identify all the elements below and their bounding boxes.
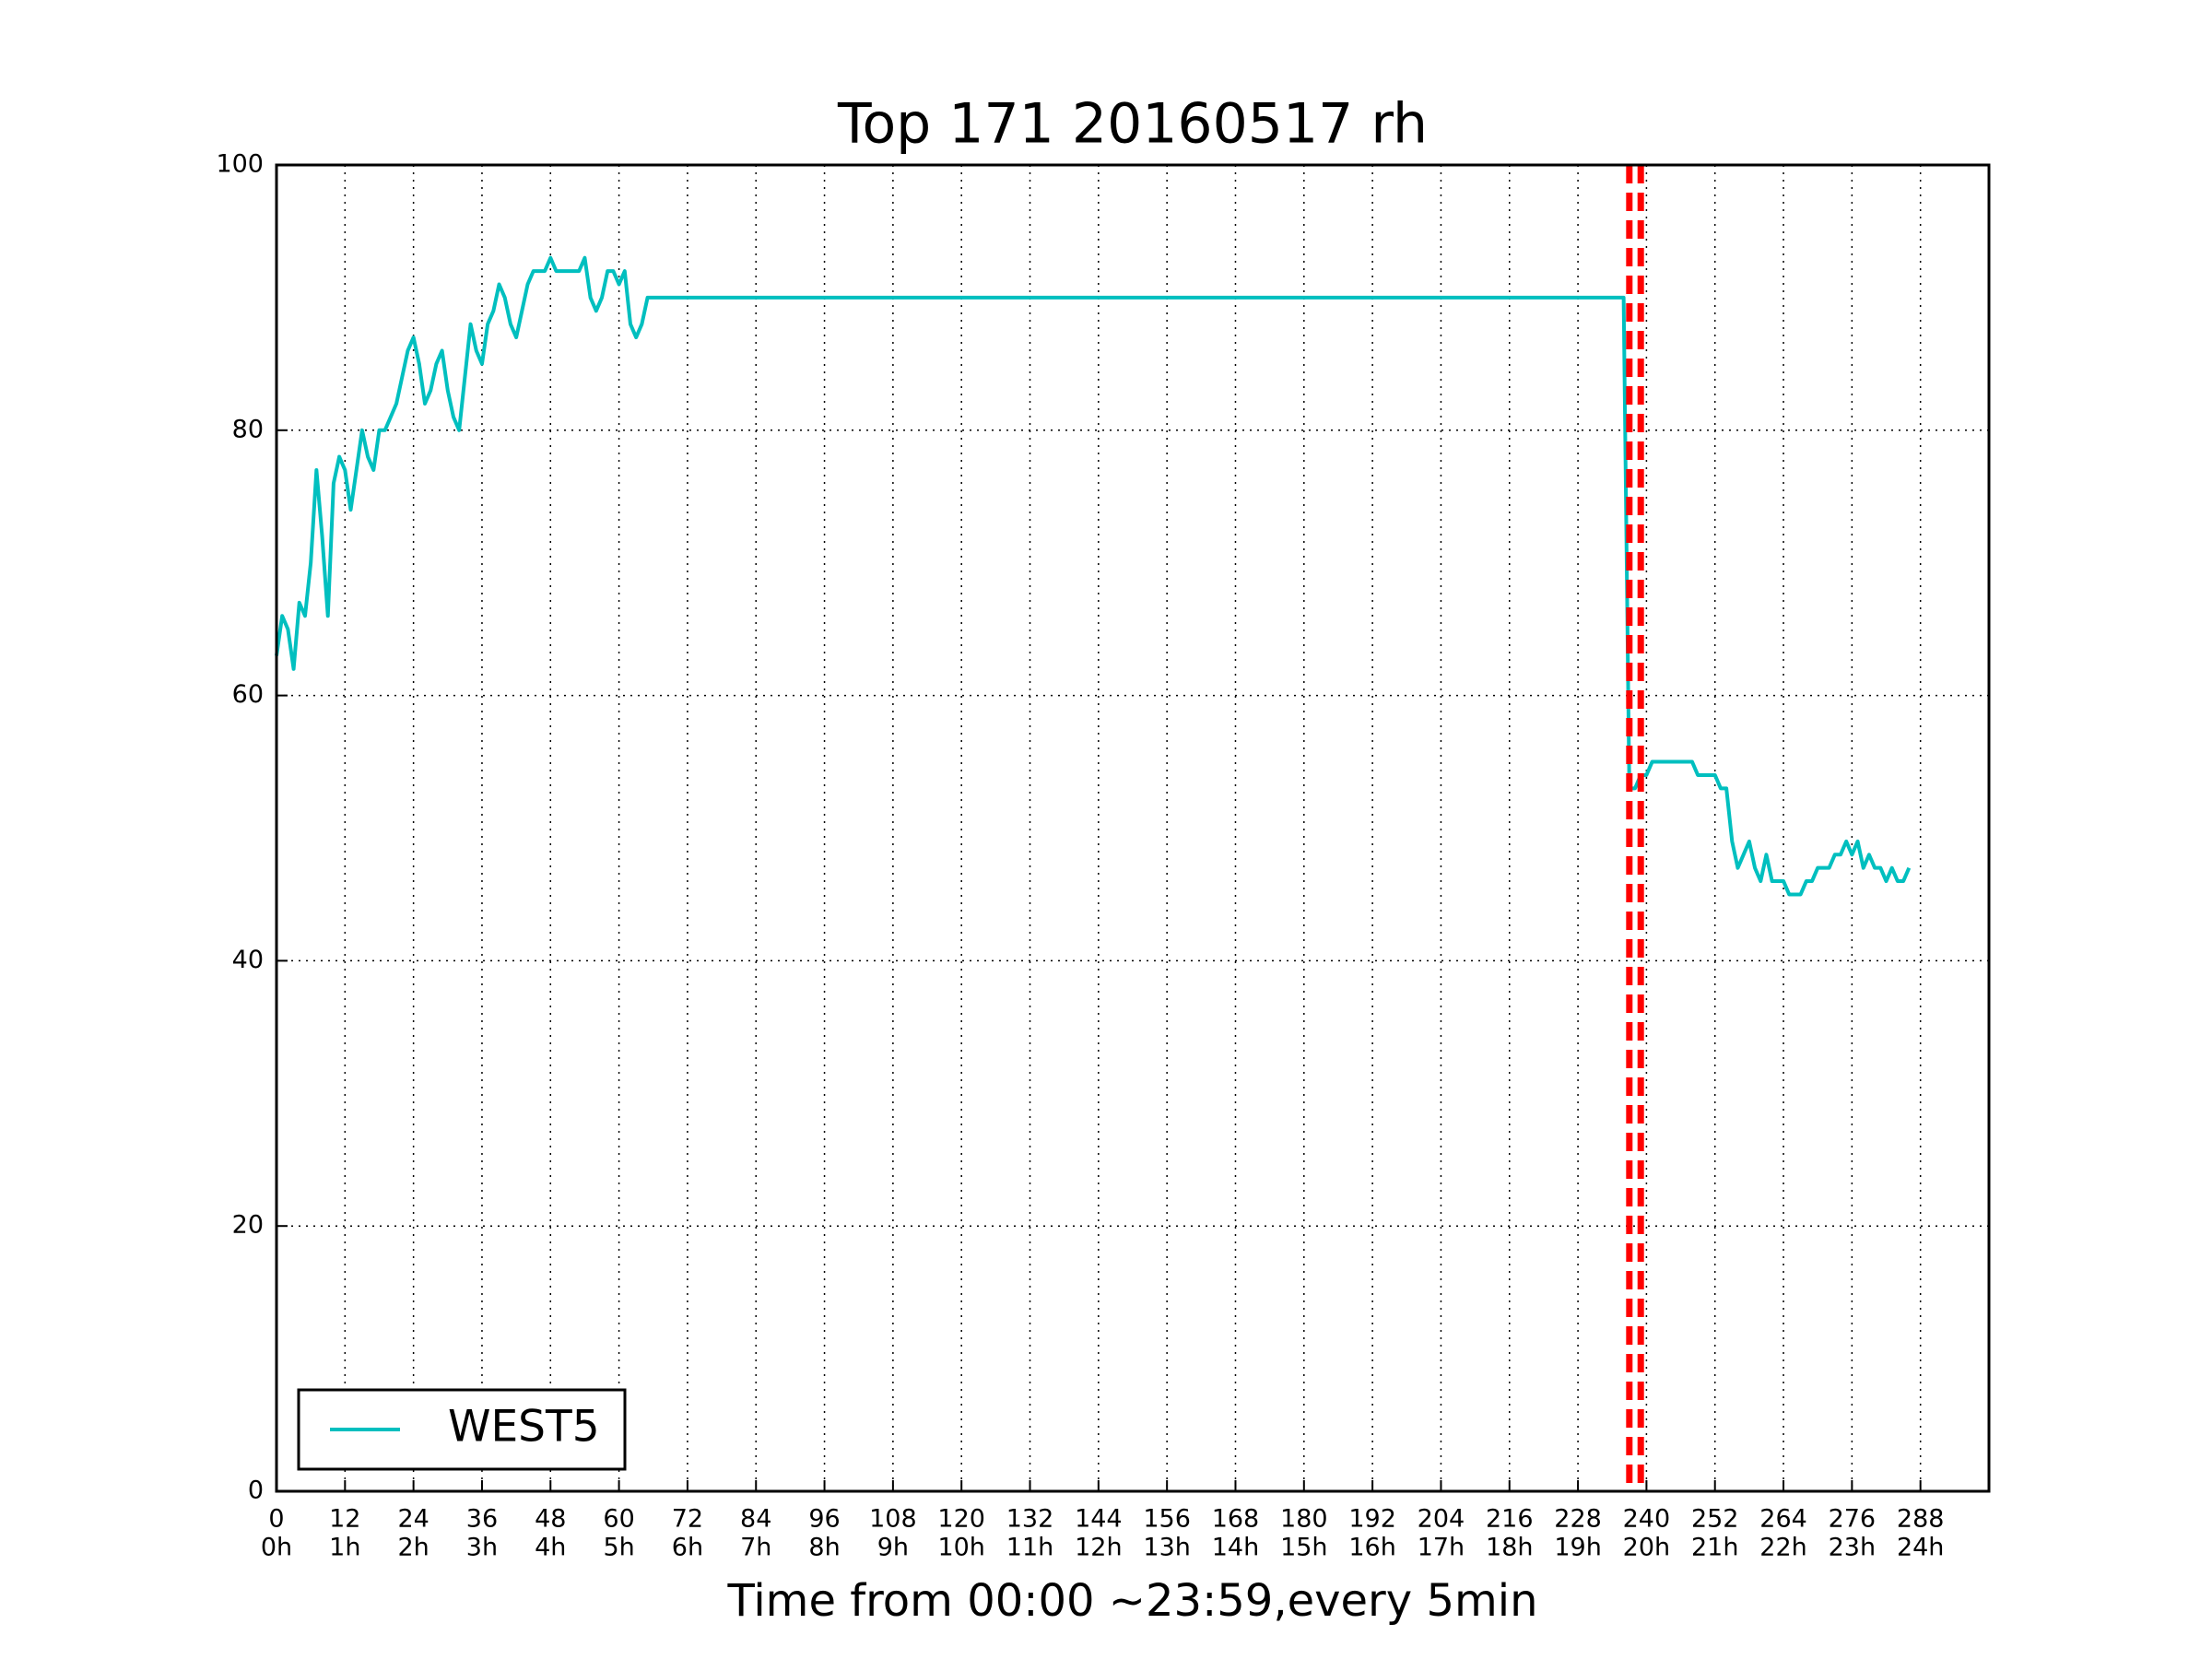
x-tick-label: 252 [1691,1505,1739,1534]
x-tick-hour-label: 5h [603,1534,634,1562]
y-tick-label: 0 [248,1477,264,1505]
x-tick-label: 36 [466,1505,498,1534]
x-tick-hour-label: 3h [466,1534,498,1562]
x-tick-label: 0 [268,1505,284,1534]
x-tick-label: 216 [1486,1505,1534,1534]
x-tick-label: 288 [1897,1505,1945,1534]
x-tick-label: 96 [808,1505,840,1534]
x-tick-label: 264 [1759,1505,1807,1534]
x-tick-label: 24 [397,1505,429,1534]
x-tick-label: 144 [1075,1505,1123,1534]
x-tick-hour-label: 8h [808,1534,840,1562]
y-tick-label: 100 [216,150,264,179]
x-tick-hour-label: 0h [261,1534,292,1562]
x-tick-hour-label: 20h [1623,1534,1670,1562]
x-tick-hour-label: 15h [1280,1534,1327,1562]
x-tick-hour-label: 22h [1759,1534,1806,1562]
x-tick-label: 120 [937,1505,985,1534]
legend-label: WEST5 [448,1402,600,1453]
x-tick-hour-label: 14h [1212,1534,1259,1562]
x-tick-label: 48 [535,1505,566,1534]
x-tick-label: 228 [1554,1505,1602,1534]
x-tick-hour-label: 1h [329,1534,360,1562]
x-tick-hour-label: 2h [397,1534,429,1562]
x-tick-hour-label: 4h [535,1534,566,1562]
x-tick-label: 108 [869,1505,917,1534]
y-tick-label: 80 [232,415,264,443]
x-tick-hour-label: 23h [1829,1534,1876,1562]
data-line [275,255,1912,897]
x-tick-hour-label: 6h [672,1534,703,1562]
x-tick-label: 60 [603,1505,634,1534]
x-tick-hour-label: 7h [740,1534,771,1562]
x-tick-hour-label: 13h [1143,1534,1190,1562]
x-tick-hour-label: 18h [1486,1534,1533,1562]
x-tick-hour-label: 21h [1691,1534,1738,1562]
x-tick-hour-label: 16h [1348,1534,1395,1562]
x-tick-label: 72 [672,1505,703,1534]
x-tick-label: 12 [329,1505,360,1534]
x-tick-hour-label: 17h [1418,1534,1465,1562]
y-tick-label: 40 [232,946,264,974]
x-tick-label: 84 [740,1505,771,1534]
x-tick-label: 168 [1212,1505,1260,1534]
y-tick-label: 60 [232,680,264,709]
x-tick-hour-label: 24h [1897,1534,1944,1562]
y-tick-label: 20 [232,1211,264,1240]
x-tick-hour-label: 12h [1075,1534,1122,1562]
plot-frame [275,163,1991,1493]
x-tick-label: 192 [1348,1505,1396,1534]
x-tick-hour-label: 11h [1006,1534,1053,1562]
x-tick-hour-label: 9h [877,1534,909,1562]
chart-title: Top 171 20160517 rh [837,92,1428,157]
x-tick-hour-label: 19h [1554,1534,1601,1562]
x-tick-label: 240 [1623,1505,1671,1534]
x-tick-label: 276 [1829,1505,1877,1534]
x-tick-label: 204 [1418,1505,1465,1534]
x-tick-label: 132 [1006,1505,1054,1534]
x-axis-label: Time from 00:00 ~23:59,every 5min [727,1575,1538,1627]
x-tick-label: 156 [1143,1505,1191,1534]
x-tick-hour-label: 10h [937,1534,984,1562]
x-tick-label: 180 [1280,1505,1328,1534]
